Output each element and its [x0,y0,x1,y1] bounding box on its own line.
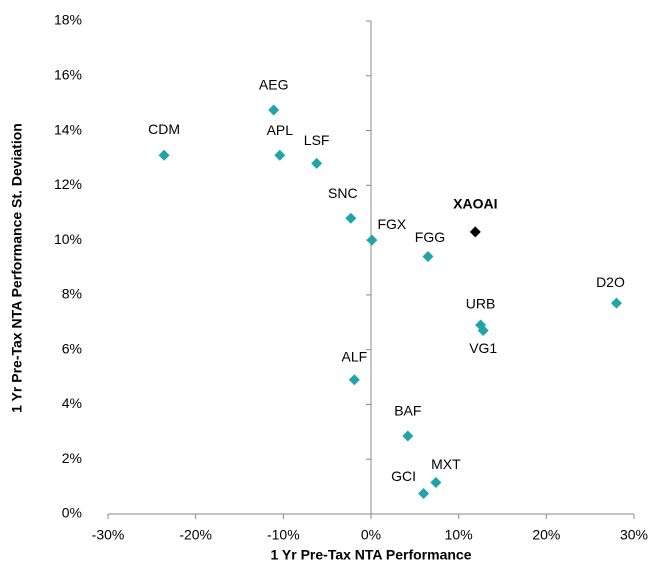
y-tick-label: 2% [62,450,82,466]
point [430,477,442,489]
point-label: FGX [377,216,406,232]
point [469,226,481,238]
y-tick-label: 8% [62,286,82,302]
point-label: AEG [259,77,289,93]
point-label: MXT [431,456,461,472]
x-tick-label: -20% [179,527,212,543]
point [610,297,622,309]
point-label: APL [267,122,294,138]
x-tick-label: 10% [445,527,473,543]
y-tick-label: 14% [54,121,82,137]
point-label: XAOAI [453,196,497,212]
point [311,157,323,169]
x-tick-label: -10% [267,527,300,543]
y-tick-label: 0% [62,505,82,521]
point-label: SNC [328,185,358,201]
point [345,212,357,224]
x-tick-label: 30% [620,527,648,543]
point [477,324,489,336]
y-axis-label: 1 Yr Pre-Tax NTA Performance St. Deviati… [9,123,25,413]
y-tick-label: 12% [54,176,82,192]
x-tick-label: -30% [92,527,125,543]
x-axis-label: 1 Yr Pre-Tax NTA Performance [270,547,471,563]
point-label: GCI [391,468,416,484]
point [402,430,414,442]
point-label: D2O [596,274,625,290]
point-label: BAF [394,403,421,419]
point [158,149,170,161]
point [274,149,286,161]
point-label: URB [466,296,496,312]
y-tick-label: 18% [54,12,82,28]
x-tick-label: 0% [361,527,381,543]
point-label: FGG [415,229,445,245]
point-label: CDM [148,121,180,137]
point-label: LSF [304,132,330,148]
point [348,374,360,386]
point [268,104,280,116]
y-tick-label: 10% [54,231,82,247]
y-tick-label: 4% [62,395,82,411]
x-tick-label: 20% [532,527,560,543]
point [418,487,430,499]
point-label: ALF [341,348,367,364]
y-tick-label: 6% [62,340,82,356]
point [422,251,434,263]
point-label: VG1 [469,340,497,356]
y-tick-label: 16% [54,66,82,82]
point [366,234,378,246]
